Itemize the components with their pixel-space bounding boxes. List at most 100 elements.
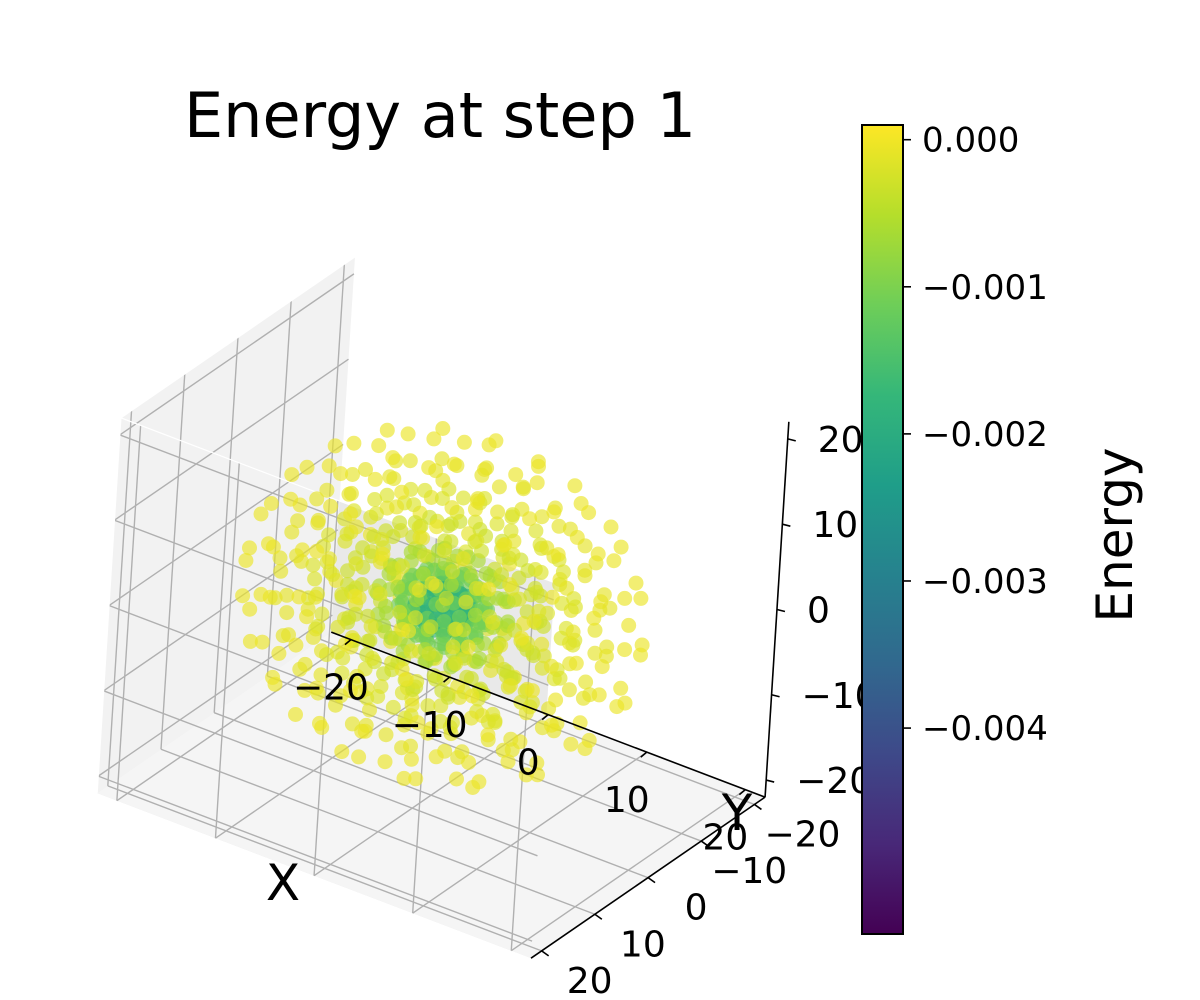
scatter-point: [330, 619, 346, 635]
scatter-point: [518, 705, 534, 721]
gridline-floor-y: [213, 712, 649, 879]
scatter-point: [463, 710, 479, 726]
scatter-point: [426, 431, 442, 447]
scatter-point: [436, 614, 452, 629]
scatter-point: [314, 720, 330, 735]
scatter-point: [467, 607, 483, 623]
scatter-point: [530, 767, 545, 783]
scatter-point: [577, 538, 593, 554]
pane-edge: [96, 417, 122, 794]
scatter-point: [444, 500, 460, 516]
y-tick-mark: [647, 877, 656, 884]
scatter-point: [423, 619, 439, 635]
scatter-point: [440, 518, 456, 534]
scatter-point: [288, 707, 303, 722]
scatter-point: [590, 546, 606, 562]
scatter-point: [448, 656, 463, 672]
scatter-point: [323, 498, 339, 514]
gridline-floor-y: [107, 785, 542, 952]
scatter-point: [568, 655, 584, 671]
scatter-point: [396, 770, 412, 786]
scatter-point: [373, 679, 389, 694]
gridline-floor-y: [160, 748, 596, 915]
scatter-point: [297, 682, 313, 698]
scatter-point: [591, 687, 607, 703]
scatter-point: [334, 744, 350, 760]
gridline-side-y: [160, 373, 186, 750]
scatter-point: [390, 579, 406, 595]
scatter-point: [543, 717, 559, 733]
scatter-point: [376, 666, 392, 682]
scatter-point: [348, 519, 364, 535]
scatter-point: [493, 637, 509, 653]
scatter-point: [563, 736, 579, 752]
scatter-point: [378, 727, 394, 743]
scatter-point: [313, 667, 329, 683]
scatter-point: [341, 610, 357, 626]
scatter-point: [428, 749, 444, 765]
scatter-point: [495, 537, 511, 553]
scatter-point: [448, 621, 464, 637]
scatter-point: [321, 527, 337, 543]
scatter-point: [347, 588, 363, 604]
scatter-point: [290, 513, 306, 529]
scatter-point: [342, 683, 358, 699]
scatter-point: [424, 576, 440, 591]
scatter-point: [267, 590, 283, 606]
scatter-point: [587, 645, 603, 661]
gridline-side-z: [119, 273, 355, 436]
scatter-point: [355, 540, 371, 556]
y-tick-label: 0: [685, 888, 708, 929]
scatter-point: [289, 548, 305, 564]
scatter-point: [435, 627, 451, 643]
gridline-back-z: [108, 604, 544, 772]
scatter-point: [550, 547, 566, 563]
scatter-point: [551, 518, 567, 534]
scatter-point: [533, 564, 549, 580]
scatter-point: [307, 571, 323, 587]
scatter-point: [415, 566, 431, 582]
colorbar-gradient: [861, 124, 904, 935]
scatter-point: [463, 568, 479, 584]
scatter-point: [398, 671, 414, 687]
scatter-point: [284, 467, 300, 483]
scatter-point: [613, 680, 629, 696]
scatter-point: [404, 697, 420, 713]
scatter-point: [408, 610, 423, 626]
scatter-point: [263, 496, 279, 511]
scatter-point: [310, 512, 326, 528]
scatter-point: [436, 543, 452, 559]
scatter-point: [254, 634, 270, 650]
scatter-point: [562, 521, 578, 537]
scatter-point: [363, 618, 379, 634]
scatter-point: [434, 451, 450, 467]
scatter-point: [284, 524, 300, 540]
scatter-point: [617, 590, 633, 606]
y-tick-mark: [594, 913, 603, 920]
scatter-point: [543, 658, 559, 674]
scatter-point: [460, 639, 476, 655]
scatter-point: [328, 697, 343, 713]
scatter-point: [502, 678, 518, 693]
z-tick-label: 0: [807, 590, 830, 631]
scatter-point: [321, 458, 337, 474]
colorbar-tick-label: −0.001: [922, 268, 1048, 308]
scatter-point: [567, 478, 583, 494]
scatter-point: [541, 701, 557, 717]
scatter-point: [561, 682, 577, 698]
gridline-side-y: [107, 410, 133, 786]
scatter-point: [292, 497, 308, 513]
scatter-point: [367, 471, 383, 487]
z-tick-mark: [771, 694, 780, 698]
scatter-point: [555, 564, 571, 580]
scatter-point: [565, 637, 581, 653]
scatter-point: [455, 490, 471, 506]
scatter-point: [265, 539, 281, 555]
scatter-point: [443, 577, 459, 593]
y-tick-mark: [541, 950, 550, 957]
scatter-point: [518, 767, 534, 783]
scatter-point: [305, 629, 321, 645]
scatter-point: [395, 558, 410, 574]
scatter-point: [603, 519, 619, 535]
